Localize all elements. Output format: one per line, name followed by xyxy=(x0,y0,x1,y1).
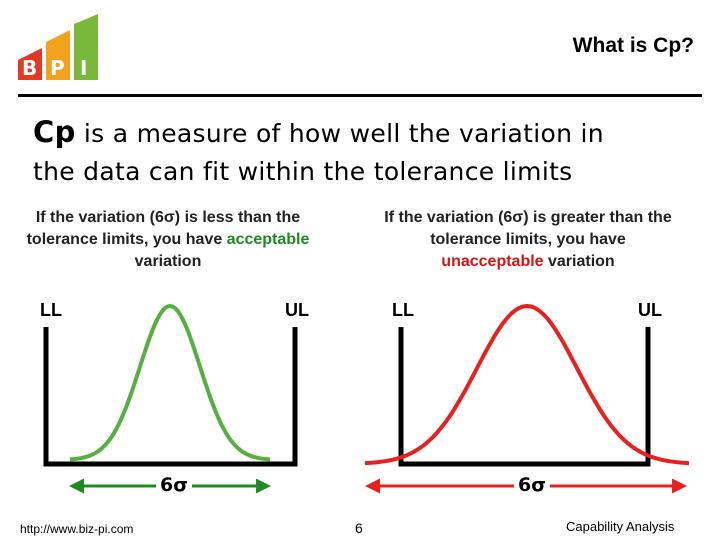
left-sigma-label-bg xyxy=(156,472,192,496)
cp-term: Cp xyxy=(33,115,76,149)
right-ll-label: LL xyxy=(392,300,414,320)
right-tolerance-frame xyxy=(398,327,651,467)
footer-topic: Capability Analysis xyxy=(566,519,675,534)
acceptable-note: If the variation (6σ) is less than the t… xyxy=(23,207,313,273)
headline-line-1: Cp is a measure of how well the variatio… xyxy=(33,113,703,153)
right-sigma-label: 6σ xyxy=(518,474,546,496)
unacceptable-note-tail: variation xyxy=(543,253,615,270)
bpi-logo: B P I xyxy=(18,14,98,80)
svg-text:I: I xyxy=(80,56,87,80)
right-ul-label: UL xyxy=(638,300,662,320)
capability-diagram: LL UL 6σ LL UL 6σ xyxy=(40,300,690,496)
left-ul-label: UL xyxy=(285,300,309,320)
header-divider xyxy=(18,94,702,97)
headline-line-1-text: is a measure of how well the variation i… xyxy=(75,119,604,148)
slide-title: What is Cp? xyxy=(572,34,694,57)
unacceptable-distribution-curve xyxy=(364,303,690,466)
unacceptable-note-text: If the variation (6σ) is greater than th… xyxy=(384,209,672,248)
acceptable-distribution-curve xyxy=(69,303,271,462)
acceptable-note-tail: variation xyxy=(134,253,202,270)
headline-line-2: the data can fit within the tolerance li… xyxy=(33,157,573,186)
acceptable-word: acceptable xyxy=(226,231,310,248)
unacceptable-word: unacceptable xyxy=(441,253,544,270)
right-sigma-label-bg xyxy=(514,472,550,496)
acceptable-note-text: If the variation (6σ) is less than the t… xyxy=(26,209,301,248)
headline: Cp is a measure of how well the variatio… xyxy=(33,113,703,191)
page-number: 6 xyxy=(355,520,363,536)
svg-text:B: B xyxy=(22,56,37,80)
unacceptable-note: If the variation (6σ) is greater than th… xyxy=(383,207,673,273)
left-tolerance-frame xyxy=(43,327,298,467)
footer-url: http://www.biz-pi.com xyxy=(20,522,134,536)
left-sigma-label: 6σ xyxy=(160,474,188,496)
left-ll-label: LL xyxy=(40,300,62,320)
svg-text:P: P xyxy=(50,56,65,80)
